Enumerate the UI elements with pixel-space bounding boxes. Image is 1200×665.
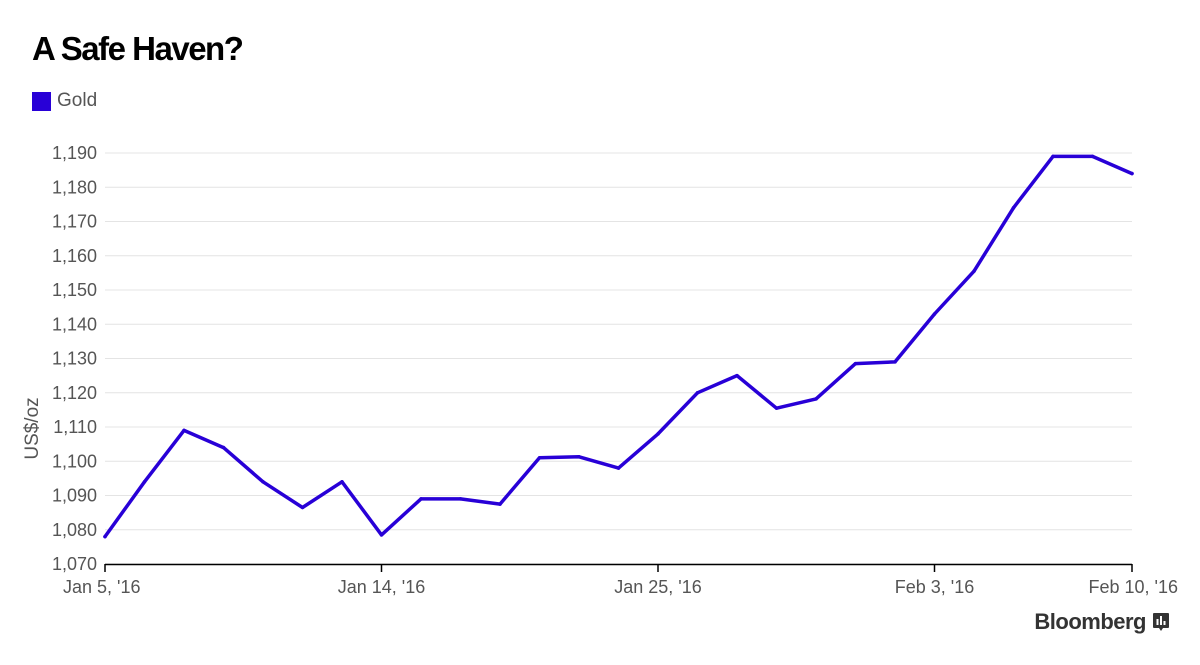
data-point-2 <box>182 428 186 433</box>
data-point-6 <box>340 480 344 484</box>
data-point-8 <box>419 497 423 501</box>
data-point-25 <box>1090 154 1095 159</box>
data-point-12 <box>577 455 581 459</box>
data-point-21 <box>932 312 937 316</box>
data-point-22 <box>972 269 976 273</box>
y-tick-label-1100: 1,100 <box>52 451 97 471</box>
y-tick-label-1110: 1,110 <box>53 417 97 437</box>
source-label: Bloomberg <box>1034 609 1146 634</box>
x-tick-label-4: Feb 10, '16 <box>1089 577 1179 597</box>
data-point-16 <box>735 373 739 378</box>
data-point-20 <box>893 360 897 364</box>
y-tick-label-1150: 1,150 <box>52 280 97 300</box>
bar-chart-icon <box>1153 613 1169 631</box>
data-point-0 <box>103 534 107 539</box>
data-point-4 <box>261 480 265 484</box>
y-tick-label-1160: 1,160 <box>52 246 97 266</box>
x-tick-label-1: Jan 14, '16 <box>338 577 426 597</box>
data-point-15 <box>695 391 700 395</box>
legend-label-gold: Gold <box>57 90 98 111</box>
series-line-gold <box>103 154 1134 539</box>
data-point-18 <box>814 397 818 401</box>
data-point-14 <box>656 432 660 436</box>
y-tick-label-1080: 1,080 <box>52 520 97 540</box>
y-tick-label-1120: 1,120 <box>52 383 97 403</box>
source-credit: Bloomberg <box>1034 609 1170 635</box>
data-point-9 <box>458 497 463 501</box>
y-tick-label-1180: 1,180 <box>52 177 97 197</box>
y-tick-label-1170: 1,170 <box>52 212 97 232</box>
data-point-1 <box>142 480 147 484</box>
y-tick-label-1070: 1,070 <box>52 554 97 574</box>
legend: Gold <box>32 90 97 112</box>
y-tick-label-1090: 1,090 <box>52 486 97 506</box>
data-point-11 <box>537 456 542 460</box>
data-point-5 <box>300 505 305 510</box>
data-point-26 <box>1130 171 1134 176</box>
chart-title: A Safe Haven? <box>32 30 244 67</box>
y-axis-title: US$/oz <box>22 397 43 459</box>
y-tick-label-1190: 1,190 <box>52 143 97 163</box>
data-point-23 <box>1011 206 1016 210</box>
legend-swatch-gold <box>32 91 51 111</box>
x-tick-label-0: Jan 5, '16 <box>63 577 141 597</box>
data-point-13 <box>616 466 621 470</box>
y-tick-label-1140: 1,140 <box>52 314 97 334</box>
data-point-24 <box>1051 154 1055 159</box>
data-point-7 <box>379 533 384 537</box>
data-point-19 <box>853 361 858 366</box>
data-point-17 <box>774 406 779 410</box>
x-tick-label-2: Jan 25, '16 <box>614 577 702 597</box>
data-point-10 <box>498 502 502 506</box>
y-tick-label-1130: 1,130 <box>52 349 97 369</box>
x-tick-label-3: Feb 3, '16 <box>895 577 975 597</box>
data-point-3 <box>221 445 226 450</box>
